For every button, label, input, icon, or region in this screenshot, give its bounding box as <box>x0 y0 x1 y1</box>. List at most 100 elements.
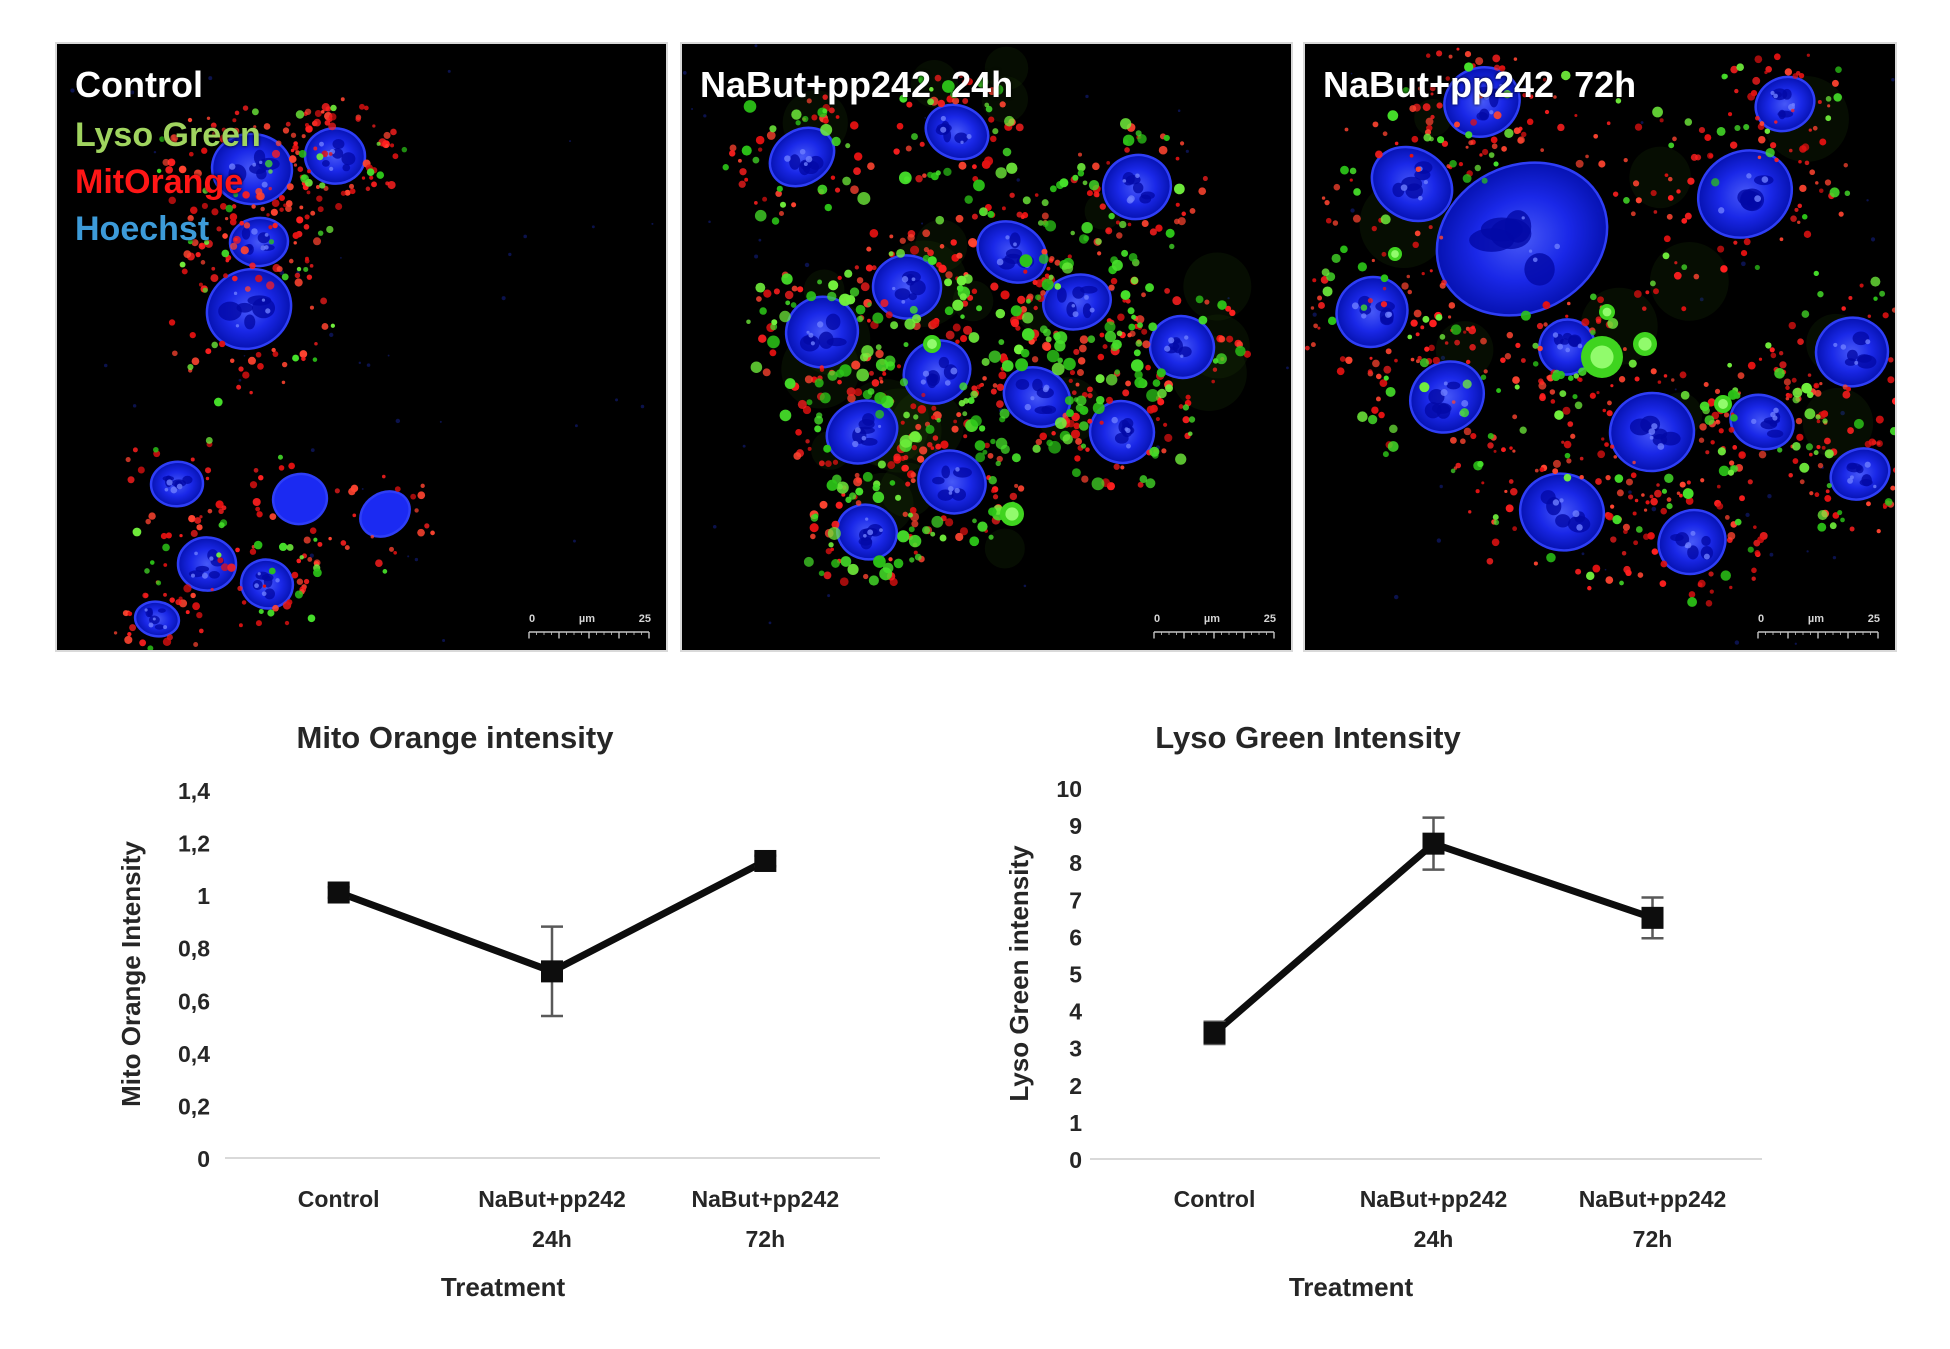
mito-orange-dot <box>1671 378 1675 382</box>
mito-orange-dot <box>125 457 131 463</box>
mito-orange-dot <box>1673 271 1682 280</box>
lyso-green-dot <box>1574 401 1583 410</box>
mito-orange-dot <box>285 121 291 127</box>
mito-orange-dot <box>1448 54 1453 59</box>
lyso-green-dot <box>1474 164 1481 172</box>
mito-orange-dot <box>880 299 889 308</box>
mito-orange-dot <box>314 341 318 346</box>
lyso-green-dot <box>835 369 845 378</box>
mito-orange-dot <box>1875 415 1884 424</box>
mito-orange-dot <box>1417 86 1422 91</box>
mito-orange-dot <box>1510 487 1518 496</box>
lyso-green-dot <box>1419 382 1430 393</box>
lyso-green-dot <box>896 248 906 258</box>
lyso-green-dot <box>972 518 977 524</box>
lyso-green-dot <box>202 187 209 194</box>
mito-orange-dot <box>1645 290 1650 295</box>
lyso-green-dot <box>1385 386 1396 397</box>
mito-orange-dot <box>958 161 967 170</box>
mito-orange-dot <box>1693 273 1700 280</box>
mito-orange-dot <box>1506 331 1514 339</box>
lyso-green-dot <box>159 136 165 143</box>
mito-orange-dot <box>288 155 297 164</box>
panel-title-24h: NaBut+pp242 24h <box>700 64 1014 105</box>
lyso-green-dot <box>295 110 305 119</box>
lyso-green-dot <box>950 90 958 99</box>
micrograph-24h-image <box>682 44 1289 625</box>
mito-orange-dot <box>1842 390 1851 399</box>
lyso-green-dot <box>741 145 752 156</box>
mito-orange-dot <box>905 481 911 487</box>
lyso-green-dot <box>1046 349 1060 363</box>
mito-orange-dot <box>1790 215 1797 222</box>
lyso-green-dot <box>277 454 283 460</box>
lyso-green-dot <box>914 553 922 561</box>
mito-orange-dot <box>1218 335 1226 343</box>
lyso-green-dot <box>156 580 162 586</box>
mito-orange-dot <box>1657 380 1662 384</box>
lyso-green-dot <box>300 174 309 183</box>
lyso-green-dot <box>828 280 839 291</box>
lyso-green-dot <box>998 339 1005 345</box>
mito-orange-dot <box>896 364 902 369</box>
mito-orange-dot <box>1732 445 1738 450</box>
mito-orange-dot <box>1155 224 1163 232</box>
mito-orange-dot <box>963 434 968 439</box>
mito-orange-dot <box>1379 379 1388 388</box>
mito-orange-dot <box>291 571 299 579</box>
mito-orange-dot <box>1803 230 1812 238</box>
mito-orange-dot <box>1770 142 1777 149</box>
lyso-green-dot <box>827 370 838 381</box>
lyso-green-dot <box>1777 447 1783 453</box>
mito-orange-dot <box>902 511 908 517</box>
mito-orange-dot <box>939 244 945 249</box>
y-tick-label: 1 <box>1069 1110 1082 1136</box>
mito-orange-dot <box>1479 153 1483 157</box>
mito-orange-dot <box>1579 456 1584 461</box>
lyso-green-dot <box>1163 134 1170 142</box>
mito-orange-dot <box>830 175 836 180</box>
lyso-green-dot <box>1165 228 1175 238</box>
lyso-green-dot <box>855 304 866 315</box>
lyso-green-dot <box>831 559 840 568</box>
lyso-green-dot <box>1082 180 1088 186</box>
mito-orange-dot <box>307 169 311 174</box>
mito-orange-dot <box>223 273 229 279</box>
lyso-green-dot <box>147 645 154 650</box>
mito-orange-dot <box>1493 111 1502 120</box>
mito-orange-dot <box>344 545 350 551</box>
mito-orange-dot <box>1681 217 1688 224</box>
lyso-green-dot <box>913 414 919 420</box>
lyso-green-dot <box>981 357 990 366</box>
mito-orange-dot <box>199 515 203 519</box>
lyso-green-dot <box>268 567 276 575</box>
mito-orange-dot <box>807 446 812 451</box>
mito-orange-dot <box>424 523 430 529</box>
lyso-green-dot <box>936 417 941 423</box>
mito-orange-dot <box>1623 565 1631 574</box>
mito-orange-dot <box>1817 462 1824 469</box>
lyso-green-dot <box>1349 167 1357 175</box>
mito-orange-dot <box>1820 410 1829 418</box>
mito-orange-dot <box>1044 273 1050 279</box>
lyso-green-dot <box>1804 408 1816 420</box>
lyso-green-dot <box>771 217 780 225</box>
mito-orange-dot <box>1492 54 1501 63</box>
mito-orange-dot <box>1866 501 1871 507</box>
mito-orange-dot <box>232 118 237 123</box>
mito-orange-dot <box>278 195 285 202</box>
lyso-green-dot <box>987 210 995 218</box>
lyso-green-dot <box>268 239 275 245</box>
lyso-green-dot <box>1041 278 1054 291</box>
mito-orange-dot <box>299 350 308 358</box>
mito-orange-dot <box>317 541 323 547</box>
lyso-green-dot <box>313 537 318 542</box>
lyso-green-dot <box>1111 339 1122 350</box>
mito-orange-dot <box>1552 468 1559 475</box>
mito-orange-dot <box>247 356 256 365</box>
lyso-green-dot <box>977 521 988 532</box>
lyso-green-dot <box>1687 597 1698 607</box>
mito-orange-dot <box>1041 341 1052 351</box>
mito-orange-dot <box>1643 508 1648 512</box>
lyso-green-dot <box>943 167 952 177</box>
